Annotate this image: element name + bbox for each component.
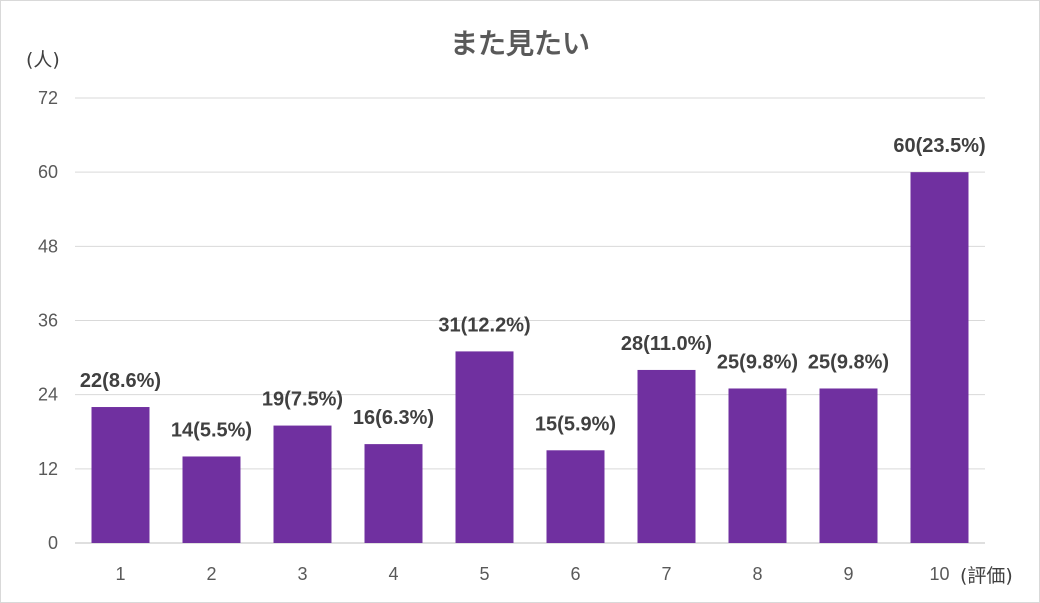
data-label: 28(11.0%) xyxy=(621,333,712,355)
x-tick-label: 1 xyxy=(115,564,125,584)
bar xyxy=(364,444,423,543)
y-tick-label: 12 xyxy=(38,459,58,479)
bar xyxy=(455,351,514,543)
bar xyxy=(819,388,878,543)
y-tick-label: 0 xyxy=(48,533,58,553)
y-tick-label: 60 xyxy=(38,162,58,182)
x-tick-label: 10 xyxy=(929,564,949,584)
data-label: 31(12.2%) xyxy=(438,314,530,336)
data-label: 19(7.5%) xyxy=(262,389,343,411)
data-label: 25(9.8%) xyxy=(808,351,889,373)
data-label: 22(8.6%) xyxy=(80,370,161,392)
x-tick-label: 4 xyxy=(388,564,398,584)
y-tick-label: 24 xyxy=(38,385,58,405)
x-tick-label: 8 xyxy=(752,564,762,584)
data-label: 25(9.8%) xyxy=(717,351,798,373)
bar xyxy=(910,172,969,543)
x-tick-label: 7 xyxy=(661,564,671,584)
x-axis-unit-label: (評価) xyxy=(960,565,1013,587)
data-label: 15(5.9%) xyxy=(535,413,616,435)
x-tick-label: 9 xyxy=(843,564,853,584)
data-label: 60(23.5%) xyxy=(893,135,985,157)
chart-title: また見たい xyxy=(449,27,590,60)
x-tick-label: 2 xyxy=(206,564,216,584)
x-tick-label: 6 xyxy=(570,564,580,584)
data-label: 14(5.5%) xyxy=(171,419,252,441)
y-tick-label: 48 xyxy=(38,236,58,256)
data-label: 16(6.3%) xyxy=(353,407,434,429)
bar xyxy=(273,425,332,543)
bar xyxy=(728,388,787,543)
y-tick-label: 36 xyxy=(38,311,58,331)
bar xyxy=(91,407,150,543)
x-tick-label: 3 xyxy=(297,564,307,584)
bar xyxy=(546,450,605,543)
bar xyxy=(637,369,696,543)
bar xyxy=(182,456,241,543)
y-tick-label: 72 xyxy=(38,88,58,108)
y-axis-unit-label: (人) xyxy=(26,49,60,71)
x-tick-label: 5 xyxy=(479,564,489,584)
